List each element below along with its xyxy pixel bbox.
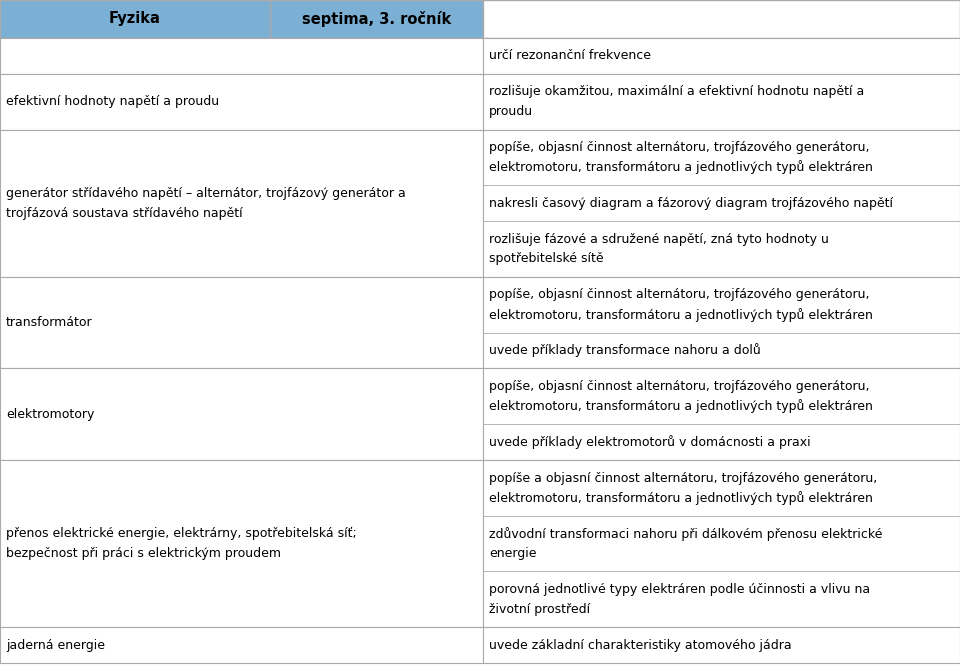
Text: energie: energie bbox=[489, 547, 537, 560]
Bar bbox=[483, 277, 960, 368]
Text: elektromotory: elektromotory bbox=[6, 408, 94, 421]
Text: zdůvodní transformaci nahoru při dálkovém přenosu elektrické: zdůvodní transformaci nahoru při dálkové… bbox=[489, 527, 882, 541]
Bar bbox=[483, 627, 960, 663]
Bar bbox=[0, 74, 483, 130]
Text: jaderná energie: jaderná energie bbox=[6, 638, 105, 652]
Text: určí rezonanční frekvence: určí rezonanční frekvence bbox=[489, 49, 651, 63]
Text: proudu: proudu bbox=[489, 105, 533, 118]
Text: transformátor: transformátor bbox=[6, 316, 92, 329]
Bar bbox=[483, 460, 960, 627]
Text: rozlišuje okamžitou, maximální a efektivní hodnotu napětí a: rozlišuje okamžitou, maximální a efektiv… bbox=[489, 85, 864, 98]
Text: uvede základní charakteristiky atomového jádra: uvede základní charakteristiky atomového… bbox=[489, 638, 792, 652]
Text: popíše, objasní činnost alternátoru, trojfázového generátoru,: popíše, objasní činnost alternátoru, tro… bbox=[489, 289, 870, 301]
Text: elektromotoru, transformátoru a jednotlivých typů elektráren: elektromotoru, transformátoru a jednotli… bbox=[489, 491, 873, 505]
Bar bbox=[0, 130, 483, 277]
Bar bbox=[270, 0, 483, 38]
Text: bezpečnost při práci s elektrickým proudem: bezpečnost při práci s elektrickým proud… bbox=[6, 547, 281, 560]
Text: nakresli časový diagram a fázorový diagram trojfázového napětí: nakresli časový diagram a fázorový diagr… bbox=[489, 197, 893, 209]
Bar bbox=[483, 368, 960, 460]
Text: elektromotoru, transformátoru a jednotlivých typů elektráren: elektromotoru, transformátoru a jednotli… bbox=[489, 399, 873, 413]
Text: porovná jednotlivé typy elektráren podle účinnosti a vlivu na: porovná jednotlivé typy elektráren podle… bbox=[489, 583, 870, 596]
Text: efektivní hodnoty napětí a proudu: efektivní hodnoty napětí a proudu bbox=[6, 95, 219, 108]
Text: uvede příklady elektromotorů v domácnosti a praxi: uvede příklady elektromotorů v domácnost… bbox=[489, 435, 810, 449]
Text: přenos elektrické energie, elektrárny, spotřebitelská síť;: přenos elektrické energie, elektrárny, s… bbox=[6, 527, 357, 540]
Text: životní prostředí: životní prostředí bbox=[489, 602, 590, 616]
Text: popíše, objasní činnost alternátoru, trojfázového generátoru,: popíše, objasní činnost alternátoru, tro… bbox=[489, 380, 870, 393]
Text: generátor střídavého napětí – alternátor, trojfázový generátor a: generátor střídavého napětí – alternátor… bbox=[6, 187, 406, 200]
Text: popíše, objasní činnost alternátoru, trojfázového generátoru,: popíše, objasní činnost alternátoru, tro… bbox=[489, 141, 870, 154]
Text: rozlišuje fázové a sdružené napětí, zná tyto hodnoty u: rozlišuje fázové a sdružené napětí, zná … bbox=[489, 233, 828, 245]
Bar bbox=[483, 130, 960, 277]
Bar bbox=[0, 277, 483, 368]
Text: spotřebitelské sítě: spotřebitelské sítě bbox=[489, 253, 604, 265]
Text: elektromotoru, transformátoru a jednotlivých typů elektráren: elektromotoru, transformátoru a jednotli… bbox=[489, 160, 873, 174]
Bar bbox=[0, 0, 270, 38]
Text: septima, 3. ročník: septima, 3. ročník bbox=[301, 11, 451, 27]
Bar bbox=[483, 0, 960, 38]
Text: Fyzika: Fyzika bbox=[109, 11, 161, 27]
Bar bbox=[483, 38, 960, 74]
Text: popíše a objasní činnost alternátoru, trojfázového generátoru,: popíše a objasní činnost alternátoru, tr… bbox=[489, 471, 877, 485]
Bar bbox=[0, 368, 483, 460]
Text: uvede příklady transformace nahoru a dolů: uvede příklady transformace nahoru a dol… bbox=[489, 344, 760, 358]
Text: trojfázová soustava střídavého napětí: trojfázová soustava střídavého napětí bbox=[6, 207, 243, 219]
Bar bbox=[0, 460, 483, 627]
Text: elektromotoru, transformátoru a jednotlivých typů elektráren: elektromotoru, transformátoru a jednotli… bbox=[489, 308, 873, 322]
Bar bbox=[0, 627, 483, 663]
Bar bbox=[483, 74, 960, 130]
Bar bbox=[0, 38, 483, 74]
